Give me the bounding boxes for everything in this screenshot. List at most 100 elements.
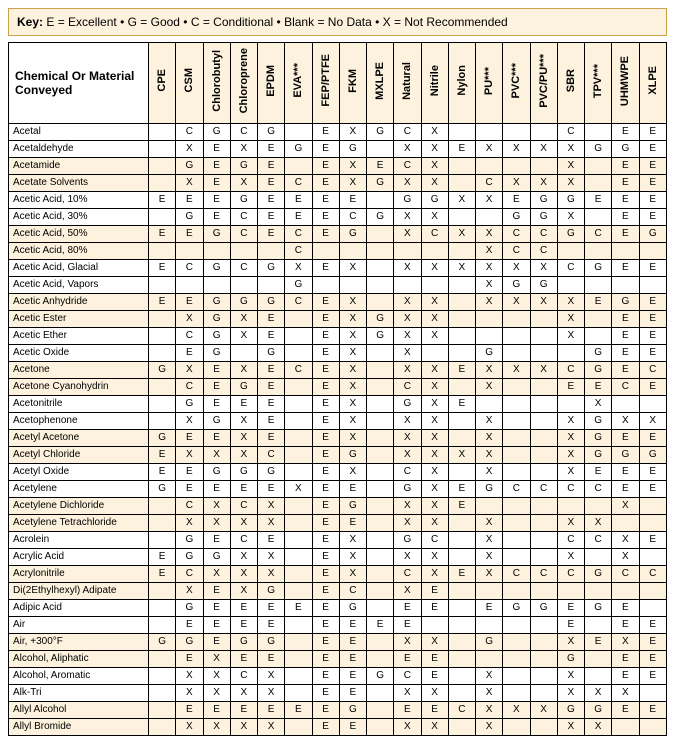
rating-cell <box>367 583 394 600</box>
rating-cell: E <box>258 362 285 379</box>
rating-cell: X <box>394 294 421 311</box>
rating-cell <box>149 719 176 736</box>
rating-cell: X <box>339 294 366 311</box>
rating-cell: C <box>176 379 203 396</box>
rating-cell <box>367 243 394 260</box>
rating-cell: G <box>176 209 203 226</box>
rating-cell: E <box>367 158 394 175</box>
rating-cell: G <box>421 192 448 209</box>
rating-cell: E <box>149 464 176 481</box>
rating-cell: E <box>394 651 421 668</box>
rating-cell <box>585 328 612 345</box>
col-pvc-: PVC*** <box>503 43 530 124</box>
rating-cell <box>285 719 312 736</box>
col-cpe: CPE <box>149 43 176 124</box>
table-row: AcetoneGXEXECEXXXEXXXCGEC <box>9 362 667 379</box>
rating-cell: G <box>258 260 285 277</box>
rating-cell <box>503 464 530 481</box>
header-row: Chemical Or Material Conveyed CPECSMChlo… <box>9 43 667 124</box>
rating-cell <box>585 498 612 515</box>
rating-cell: E <box>258 396 285 413</box>
rating-cell: E <box>176 294 203 311</box>
chemical-name: Acetaldehyde <box>9 141 149 158</box>
table-row: Acetic Acid, GlacialECGCGXEXXXXXXXCGEE <box>9 260 667 277</box>
rating-cell <box>448 617 475 634</box>
rating-cell: E <box>612 124 639 141</box>
rating-cell: X <box>530 175 557 192</box>
rating-cell: X <box>230 141 257 158</box>
rating-cell: G <box>203 124 230 141</box>
rating-cell: E <box>639 192 667 209</box>
rating-cell <box>421 617 448 634</box>
rating-cell <box>149 209 176 226</box>
rating-cell: C <box>530 566 557 583</box>
rating-cell: X <box>612 549 639 566</box>
rating-cell: E <box>639 668 667 685</box>
chemical-name: Acetyl Oxide <box>9 464 149 481</box>
rating-cell: C <box>585 226 612 243</box>
rating-cell: X <box>585 685 612 702</box>
rating-cell: X <box>203 447 230 464</box>
rating-cell <box>530 617 557 634</box>
rating-cell <box>503 549 530 566</box>
rating-cell: E <box>258 209 285 226</box>
rating-cell: G <box>203 311 230 328</box>
rating-cell <box>530 651 557 668</box>
rating-cell: E <box>312 311 339 328</box>
rating-cell: E <box>312 141 339 158</box>
chemical-name: Acetyl Acetone <box>9 430 149 447</box>
chemical-name: Acetamide <box>9 158 149 175</box>
rating-cell <box>285 668 312 685</box>
chemical-name: Acetone <box>9 362 149 379</box>
rating-cell <box>503 498 530 515</box>
rating-cell <box>585 583 612 600</box>
rating-cell: E <box>258 532 285 549</box>
rating-cell: X <box>530 702 557 719</box>
rating-cell: X <box>394 685 421 702</box>
rating-cell <box>149 600 176 617</box>
rating-cell: X <box>612 498 639 515</box>
rating-cell: X <box>176 515 203 532</box>
rating-cell <box>285 379 312 396</box>
rating-cell: E <box>285 702 312 719</box>
rating-cell: E <box>312 158 339 175</box>
rating-cell: E <box>339 651 366 668</box>
rating-cell <box>585 209 612 226</box>
rating-cell: E <box>312 192 339 209</box>
rating-cell <box>612 243 639 260</box>
rating-cell <box>367 464 394 481</box>
rating-cell: X <box>476 192 503 209</box>
rating-cell: X <box>557 549 584 566</box>
rating-cell <box>230 345 257 362</box>
rating-cell <box>285 651 312 668</box>
rating-cell <box>503 719 530 736</box>
chemical-name: Alcohol, Aromatic <box>9 668 149 685</box>
rating-cell: E <box>312 260 339 277</box>
col-chlorobutyl: Chlorobutyl <box>203 43 230 124</box>
rating-cell: X <box>394 311 421 328</box>
rating-cell: E <box>476 600 503 617</box>
rating-cell: E <box>339 617 366 634</box>
rating-cell: X <box>230 175 257 192</box>
rating-cell: C <box>421 226 448 243</box>
rating-cell: E <box>639 311 667 328</box>
rating-cell: E <box>421 702 448 719</box>
chemical-name: Acetic Acid, 50% <box>9 226 149 243</box>
rating-cell: X <box>230 430 257 447</box>
rating-cell: G <box>394 192 421 209</box>
rating-cell: E <box>149 549 176 566</box>
rating-cell: G <box>258 124 285 141</box>
rating-cell <box>503 634 530 651</box>
rating-cell: C <box>448 702 475 719</box>
table-row: Acetyl ChlorideEXXXCEGXXXXXGGG <box>9 447 667 464</box>
rating-cell <box>448 345 475 362</box>
rating-cell: E <box>312 294 339 311</box>
rating-cell <box>367 702 394 719</box>
chemical-name: Allyl Alcohol <box>9 702 149 719</box>
rating-cell: E <box>312 532 339 549</box>
rating-cell: E <box>312 498 339 515</box>
table-row: Acetic Acid, 10%EEEGEEEEGGXXEGGEEE <box>9 192 667 209</box>
rating-cell: X <box>612 634 639 651</box>
table-row: AcetamideGEGEEXECXXEE <box>9 158 667 175</box>
rating-cell <box>448 668 475 685</box>
